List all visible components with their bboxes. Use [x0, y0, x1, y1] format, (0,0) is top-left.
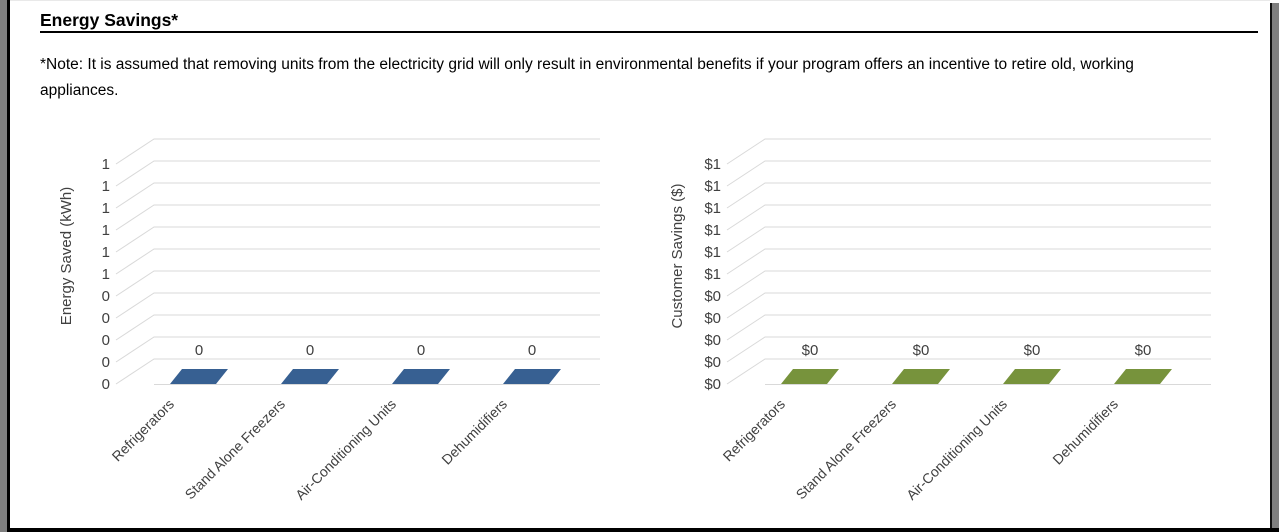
y-tick-label: 1 — [102, 178, 110, 195]
bar-data-label: $0 — [802, 342, 819, 359]
gridline — [115, 248, 600, 275]
bar — [1003, 369, 1061, 384]
window-right-margin — [1272, 3, 1279, 532]
bar-data-label: 0 — [417, 342, 425, 359]
gridline — [115, 138, 600, 165]
title-underline-rule — [40, 31, 1258, 33]
energy-saved-chart: Energy Saved (kWh) 1 1 1 1 1 1 0 0 0 0 0 0 Refrigerat… — [52, 128, 632, 528]
y-tick-label: 1 — [102, 156, 110, 173]
y-tick-label: 0 — [102, 376, 110, 393]
y-tick-label: 1 — [102, 266, 110, 283]
category-label: Stand Alone Freezers — [182, 396, 289, 503]
y-tick-label: $1 — [704, 244, 721, 261]
gridline — [115, 204, 600, 231]
bar-data-label: $0 — [1024, 342, 1041, 359]
gridline — [726, 182, 1211, 209]
y-tick-label: 0 — [102, 332, 110, 349]
y-tick-label: $1 — [704, 200, 721, 217]
y-tick-label: $1 — [704, 266, 721, 283]
y-tick-label: 1 — [102, 244, 110, 261]
bar-data-label: $0 — [1135, 342, 1152, 359]
bar — [1114, 369, 1172, 384]
bar — [892, 369, 950, 384]
y-tick-label: $0 — [704, 310, 721, 327]
window-left-margin — [0, 0, 7, 532]
bar-data-label: 0 — [306, 342, 314, 359]
y-tick-label: 1 — [102, 222, 110, 239]
gridline — [115, 292, 600, 319]
y-tick-label: 0 — [102, 310, 110, 327]
y-tick-label: $0 — [704, 288, 721, 305]
gridline — [726, 204, 1211, 231]
bar-data-label: 0 — [528, 342, 536, 359]
page-top-edge — [10, 0, 1270, 1]
gridline — [115, 226, 600, 253]
y-tick-label: $1 — [704, 156, 721, 173]
gridline — [115, 160, 600, 187]
page-right-border — [1270, 3, 1272, 532]
y-axis-title: Energy Saved (kWh) — [58, 187, 75, 325]
bar — [392, 369, 450, 384]
page-bottom-border — [10, 528, 1279, 532]
y-tick-label: $0 — [704, 332, 721, 349]
gridline — [726, 292, 1211, 319]
note-text: *Note: It is assumed that removing units… — [40, 52, 1220, 104]
y-tick-label: $1 — [704, 222, 721, 239]
gridline — [726, 160, 1211, 187]
bar-data-label: $0 — [913, 342, 930, 359]
bar-data-label: 0 — [195, 342, 203, 359]
bar — [281, 369, 339, 384]
note-line-1: *Note: It is assumed that removing units… — [40, 56, 1134, 73]
y-tick-label: $1 — [704, 178, 721, 195]
note-line-2: appliances. — [40, 82, 119, 99]
gridline — [115, 314, 600, 341]
gridline — [726, 314, 1211, 341]
gridline — [115, 182, 600, 209]
section-title: Energy Savings* — [40, 10, 179, 30]
category-label: Refrigerators — [109, 396, 178, 465]
gridline — [115, 358, 600, 385]
gridline — [726, 358, 1211, 385]
y-axis-title: Customer Savings ($) — [669, 183, 686, 328]
gridline — [115, 270, 600, 297]
gridline — [726, 226, 1211, 253]
y-tick-label: 0 — [102, 288, 110, 305]
y-tick-label: 0 — [102, 354, 110, 371]
category-label: Dehumidifiers — [438, 396, 510, 468]
y-tick-label: $0 — [704, 354, 721, 371]
category-label: Dehumidifiers — [1049, 396, 1121, 468]
gridline — [726, 138, 1211, 165]
category-label: Air-Conditioning Units — [292, 396, 399, 503]
category-label: Stand Alone Freezers — [793, 396, 900, 503]
category-label: Air-Conditioning Units — [903, 396, 1010, 503]
page-left-border — [7, 0, 10, 532]
gridline — [726, 270, 1211, 297]
gridline — [726, 248, 1211, 275]
bar — [781, 369, 839, 384]
category-label: Refrigerators — [720, 396, 789, 465]
y-tick-label: 1 — [102, 200, 110, 217]
gridline — [115, 336, 600, 363]
bar — [503, 369, 561, 384]
bar — [170, 369, 228, 384]
y-tick-label: $0 — [704, 376, 721, 393]
customer-savings-chart: Customer Savings ($) $1 $1 $1 $1 $1 $1 $0 $0 $0 $0… — [663, 128, 1243, 528]
gridline — [726, 336, 1211, 363]
